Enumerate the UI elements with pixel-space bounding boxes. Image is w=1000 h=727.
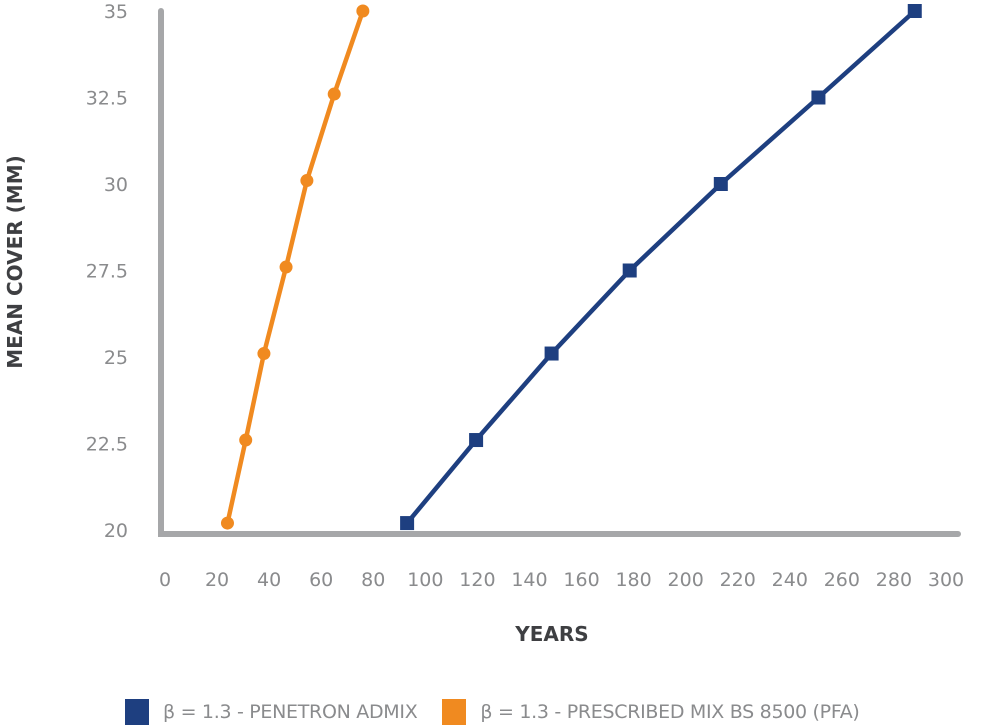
legend-item-prescribed-mix: β = 1.3 - PRESCRIBED MIX BS 8500 (PFA) xyxy=(442,699,860,725)
x-axis-ticks: 0 20 40 60 80 100 120 140 160 180 200 220 240 260 280 3… xyxy=(159,569,964,591)
y-tick-label: 22.5 xyxy=(86,434,128,456)
data-point-square-icon xyxy=(811,90,826,105)
data-point-circle-icon xyxy=(356,4,370,18)
legend-item-penetron: β = 1.3 - PENETRON ADMIX xyxy=(125,699,418,725)
y-tick-label: 27.5 xyxy=(86,261,128,283)
data-point-square-icon xyxy=(907,4,922,18)
axis-line xyxy=(158,8,961,537)
y-tick-label: 35 xyxy=(104,1,128,23)
legend-swatch-square-icon xyxy=(125,699,149,725)
data-point-circle-icon xyxy=(257,347,271,361)
x-tick-label: 80 xyxy=(361,569,385,591)
y-axis-title: MEAN COVER (MM) xyxy=(3,155,27,368)
y-tick-label: 30 xyxy=(104,174,128,196)
x-tick-label: 100 xyxy=(407,569,443,591)
x-tick-label: 60 xyxy=(309,569,333,591)
y-axis-ticks: 20 22.5 25 27.5 30 32.5 35 xyxy=(86,1,128,542)
x-tick-label: 120 xyxy=(459,569,495,591)
series-line xyxy=(225,8,366,526)
x-tick-label: 300 xyxy=(928,569,964,591)
x-axis-title: YEARS xyxy=(514,622,588,646)
series-prescribed-mix xyxy=(220,4,370,530)
y-tick-label: 20 xyxy=(104,520,128,542)
data-point-circle-icon xyxy=(220,516,234,530)
data-point-square-icon xyxy=(400,516,415,531)
data-point-circle-icon xyxy=(239,433,253,447)
data-point-circle-icon xyxy=(327,87,341,101)
data-point-square-icon xyxy=(713,177,728,191)
x-tick-label: 0 xyxy=(159,569,171,591)
data-point-square-icon xyxy=(544,346,559,361)
x-tick-label: 220 xyxy=(720,569,756,591)
x-tick-label: 20 xyxy=(205,569,229,591)
legend-swatch-square-icon xyxy=(442,699,467,725)
x-tick-label: 260 xyxy=(824,569,860,591)
legend-label: β = 1.3 - PENETRON ADMIX xyxy=(163,701,418,723)
series-penetron-admix xyxy=(400,4,922,531)
y-tick-label: 25 xyxy=(104,347,128,369)
x-tick-label: 280 xyxy=(876,569,912,591)
y-tick-label: 32.5 xyxy=(86,88,128,110)
axes xyxy=(158,8,961,537)
legend-label: β = 1.3 - PRESCRIBED MIX BS 8500 (PFA) xyxy=(480,701,860,723)
x-tick-label: 140 xyxy=(511,569,547,591)
series-line xyxy=(404,8,918,526)
data-point-circle-icon xyxy=(300,174,314,188)
x-tick-label: 160 xyxy=(563,569,599,591)
x-tick-label: 180 xyxy=(615,569,651,591)
legend: β = 1.3 - PENETRON ADMIX β = 1.3 - PRESC… xyxy=(125,697,885,727)
x-tick-label: 40 xyxy=(257,569,281,591)
x-tick-label: 240 xyxy=(772,569,808,591)
data-point-square-icon xyxy=(622,263,637,278)
data-point-square-icon xyxy=(469,433,484,448)
data-point-circle-icon xyxy=(279,260,293,274)
x-tick-label: 200 xyxy=(668,569,704,591)
series-layer xyxy=(220,4,922,531)
